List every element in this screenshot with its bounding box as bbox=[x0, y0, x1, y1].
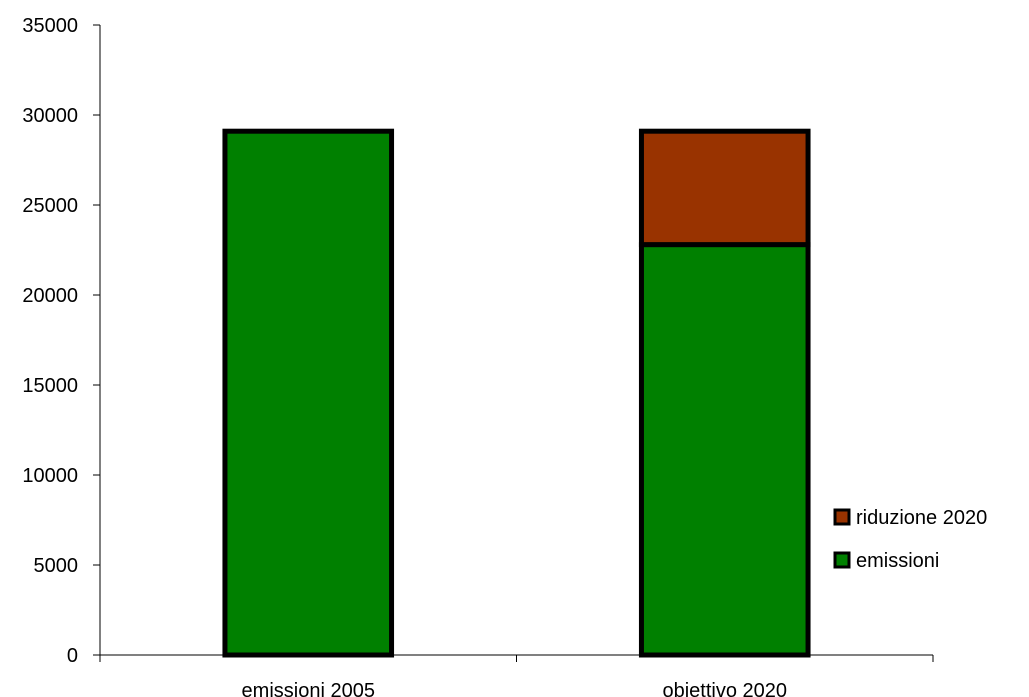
legend-item-riduzione-2020: riduzione 2020 bbox=[833, 507, 987, 529]
bars bbox=[222, 128, 811, 658]
y-tick-label: 30000 bbox=[22, 105, 78, 127]
x-tick-label: emissioni 2005 bbox=[242, 680, 375, 697]
y-tick-label: 35000 bbox=[22, 15, 78, 37]
legend-label: riduzione 2020 bbox=[856, 507, 987, 529]
y-tick-label: 10000 bbox=[22, 465, 78, 487]
bar-emissioni-emissioni-2005 bbox=[222, 128, 395, 658]
bar-riduzione-2020-obiettivo-2020 bbox=[638, 128, 811, 248]
bar-emissioni-obiettivo-2020 bbox=[638, 242, 811, 658]
y-tick-label: 5000 bbox=[34, 555, 79, 577]
y-axis: 0 5000 10000 15000 20000 25000 30000 35000 bbox=[22, 15, 101, 667]
y-tick-label: 15000 bbox=[22, 375, 78, 397]
legend-swatch bbox=[833, 508, 851, 526]
x-tick-label: obiettivo 2020 bbox=[662, 680, 787, 697]
legend-label: emissioni bbox=[856, 550, 939, 572]
legend: riduzione 2020 emissioni bbox=[833, 507, 987, 572]
legend-item-emissioni: emissioni bbox=[833, 550, 939, 572]
y-tick-label: 0 bbox=[67, 645, 78, 667]
y-tick-label: 25000 bbox=[22, 195, 78, 217]
x-axis: emissioni 2005 obiettivo 2020 bbox=[99, 654, 934, 697]
legend-swatch bbox=[833, 551, 851, 569]
y-tick-label: 20000 bbox=[22, 285, 78, 307]
